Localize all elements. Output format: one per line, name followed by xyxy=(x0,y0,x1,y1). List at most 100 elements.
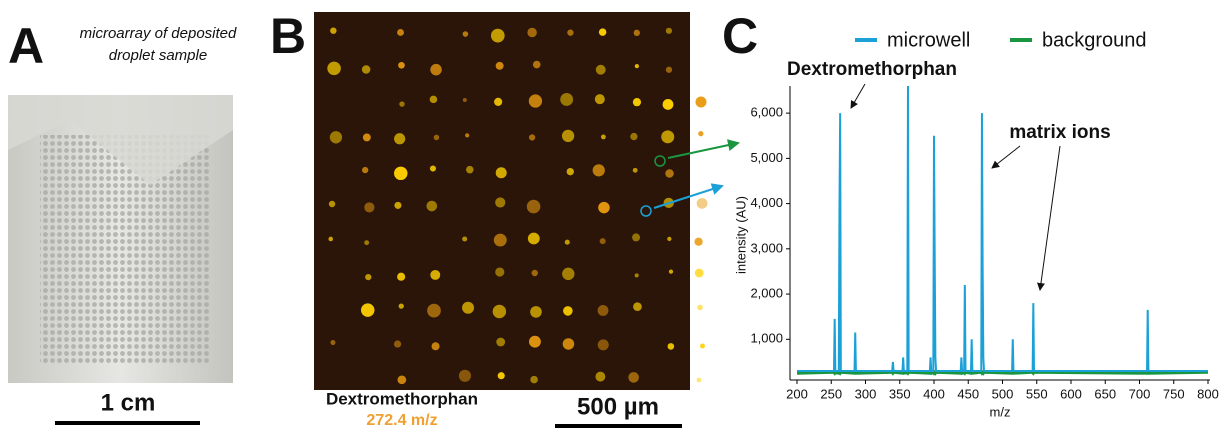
spot xyxy=(364,202,375,213)
spot xyxy=(630,132,638,141)
roi-marker xyxy=(654,155,666,167)
spot xyxy=(327,61,341,76)
spot xyxy=(462,301,475,314)
x-tick-label: 250 xyxy=(820,386,842,401)
annotation: Dextromethorphan xyxy=(787,59,957,80)
x-tick-label: 500 xyxy=(992,386,1014,401)
spot xyxy=(667,236,672,242)
spot xyxy=(597,339,609,351)
spot xyxy=(695,96,707,108)
spot xyxy=(634,63,639,69)
spot xyxy=(632,233,641,242)
spot xyxy=(495,167,507,179)
spot xyxy=(526,199,541,214)
spot xyxy=(598,201,610,214)
spot xyxy=(528,94,543,108)
photo xyxy=(8,95,233,383)
spot xyxy=(595,371,606,382)
spot xyxy=(694,268,704,278)
x-tick-label: 550 xyxy=(1026,386,1048,401)
spot xyxy=(632,98,642,107)
compound: Dextromethorphan xyxy=(326,389,478,408)
arrow xyxy=(653,183,724,209)
spot xyxy=(592,164,605,177)
spot xyxy=(698,131,704,137)
spot xyxy=(595,64,606,75)
panel-letter: C xyxy=(722,8,758,64)
spot xyxy=(328,200,336,208)
x-tick-label: 350 xyxy=(889,386,911,401)
caption: droplet sample xyxy=(109,47,207,64)
arrow xyxy=(991,145,1021,169)
spot xyxy=(466,165,474,174)
spot xyxy=(566,167,574,176)
spot xyxy=(665,27,673,34)
roi-marker xyxy=(640,205,652,217)
spot xyxy=(532,60,541,69)
spot xyxy=(597,305,609,316)
x-tick-label: 700 xyxy=(1129,386,1151,401)
spot xyxy=(462,97,467,102)
spot xyxy=(399,101,405,107)
spot xyxy=(561,129,575,143)
spot xyxy=(495,197,506,208)
spot xyxy=(599,238,606,245)
x-tick-label: 300 xyxy=(855,386,877,401)
spot xyxy=(562,338,575,350)
spot xyxy=(696,377,702,383)
spot xyxy=(668,269,674,274)
spot xyxy=(633,302,642,312)
y-tick-label: 6,000 xyxy=(750,105,783,120)
spot xyxy=(632,167,638,173)
spot xyxy=(364,240,370,246)
panel-letter: B xyxy=(270,8,306,64)
spot xyxy=(397,29,404,36)
spot xyxy=(594,94,605,105)
spot xyxy=(495,267,505,277)
spot xyxy=(527,232,540,245)
spot xyxy=(365,273,372,281)
spot xyxy=(696,197,708,209)
spot xyxy=(665,169,674,178)
spot xyxy=(528,134,536,141)
y-tick-label: 1,000 xyxy=(750,331,783,346)
annotation: matrix ions xyxy=(1009,122,1110,143)
spot xyxy=(430,269,441,280)
spot xyxy=(528,335,541,348)
spot xyxy=(398,303,404,309)
mz-label: 272.4 m/z xyxy=(366,412,437,429)
x-tick-label: 200 xyxy=(786,386,808,401)
spot xyxy=(330,340,336,346)
spot xyxy=(429,95,438,104)
spot xyxy=(600,134,606,140)
spot xyxy=(394,166,408,181)
legend-label: microwell xyxy=(887,29,970,51)
spot xyxy=(431,342,440,351)
spot xyxy=(393,340,402,348)
arrow xyxy=(667,139,740,159)
spot xyxy=(700,343,705,349)
spot xyxy=(667,343,675,350)
spot xyxy=(398,61,405,69)
spot xyxy=(497,372,505,380)
series-line xyxy=(796,369,1209,376)
spot xyxy=(633,29,640,37)
spot xyxy=(567,29,574,36)
y-tick-label: 4,000 xyxy=(750,195,783,210)
spot xyxy=(458,369,472,382)
spot xyxy=(394,133,406,145)
spot xyxy=(433,134,440,141)
caption: microarray of deposited xyxy=(80,25,237,42)
spot xyxy=(527,27,537,38)
spot xyxy=(490,28,505,43)
spot xyxy=(429,165,437,172)
spot xyxy=(361,65,371,74)
legend-label: background xyxy=(1042,29,1147,51)
spot xyxy=(697,304,703,311)
spot xyxy=(492,304,507,319)
spot xyxy=(397,272,406,281)
spot xyxy=(328,236,334,242)
spot xyxy=(560,93,574,106)
spot xyxy=(531,269,538,277)
x-axis-label: m/z xyxy=(990,404,1011,419)
